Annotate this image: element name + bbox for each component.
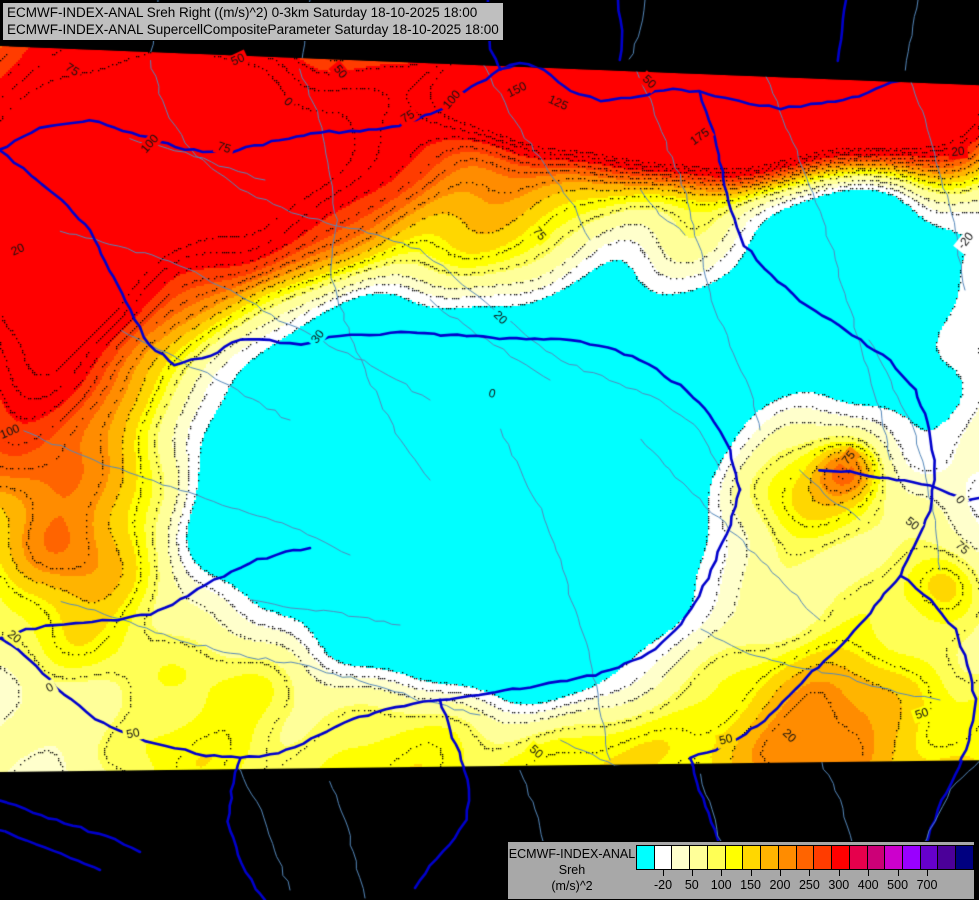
legend-swatch-4 xyxy=(707,846,726,869)
legend-tick-4 xyxy=(779,870,781,876)
legend-tick-label-2: 100 xyxy=(710,878,732,892)
legend-tick-5 xyxy=(809,870,811,876)
title-line-sreh: ECMWF-INDEX-ANAL Sreh Right ((m/s)^2) 0-… xyxy=(7,5,478,20)
legend-swatch-5 xyxy=(725,846,744,869)
legend-swatch-9 xyxy=(796,846,815,869)
legend-tick-label-1: 50 xyxy=(684,878,699,892)
map-title-box: ECMWF-INDEX-ANAL Sreh Right ((m/s)^2) 0-… xyxy=(2,2,504,41)
legend-model: ECMWF-INDEX-ANAL xyxy=(508,847,636,861)
legend-tick-3 xyxy=(750,870,752,876)
legend-swatch-3 xyxy=(690,846,708,869)
legend-swatch-2 xyxy=(672,846,691,869)
legend-tick-label-6: 300 xyxy=(828,878,850,892)
legend-tick-1 xyxy=(691,870,693,876)
legend-tick-labels: -20 50 100 150 200 250 300 400 500 700 xyxy=(636,878,974,894)
legend-tick-label-8: 500 xyxy=(887,878,909,892)
legend-swatch-15 xyxy=(903,846,921,869)
legend-swatch-1 xyxy=(654,846,673,869)
legend-tick-label-5: 250 xyxy=(798,878,820,892)
legend-swatch-17 xyxy=(938,846,957,869)
legend-swatch-18 xyxy=(956,846,973,869)
legend-tick-label-3: 150 xyxy=(740,878,762,892)
legend-tick-label-7: 400 xyxy=(857,878,879,892)
legend-swatch-8 xyxy=(778,846,797,869)
legend-variable: Sreh xyxy=(558,863,586,877)
legend-swatch-10 xyxy=(814,846,833,869)
legend-swatch-14 xyxy=(885,846,904,869)
legend-tick-label-0: -20 xyxy=(653,878,673,892)
legend-tick-0 xyxy=(663,870,665,876)
legend-units: (m/s)^2 xyxy=(551,879,593,893)
legend-swatch-12 xyxy=(849,846,868,869)
legend-tick-7 xyxy=(868,870,870,876)
legend-tick-8 xyxy=(897,870,899,876)
legend-caption: ECMWF-INDEX-ANAL Sreh (m/s)^2 xyxy=(508,842,636,894)
legend-swatch-7 xyxy=(761,846,779,869)
legend-swatch-11 xyxy=(832,846,850,869)
legend-swatch-13 xyxy=(867,846,886,869)
legend-scale: -20 50 100 150 200 250 300 400 500 700 xyxy=(636,842,974,894)
legend-tick-label-4: 200 xyxy=(769,878,791,892)
legend-tick-6 xyxy=(838,870,840,876)
color-scale-legend: ECMWF-INDEX-ANAL Sreh (m/s)^2 -20 50 100 15… xyxy=(507,841,975,900)
title-line-scp: ECMWF-INDEX-ANAL SupercellCompositeParam… xyxy=(7,22,499,37)
legend-color-bar xyxy=(636,845,974,870)
legend-tick-marks xyxy=(636,870,974,878)
legend-swatch-0 xyxy=(637,846,655,869)
legend-tick-2 xyxy=(721,870,723,876)
legend-swatch-16 xyxy=(920,846,939,869)
legend-tick-9 xyxy=(927,870,929,876)
legend-tick-label-9: 700 xyxy=(916,878,938,892)
legend-swatch-6 xyxy=(743,846,762,869)
